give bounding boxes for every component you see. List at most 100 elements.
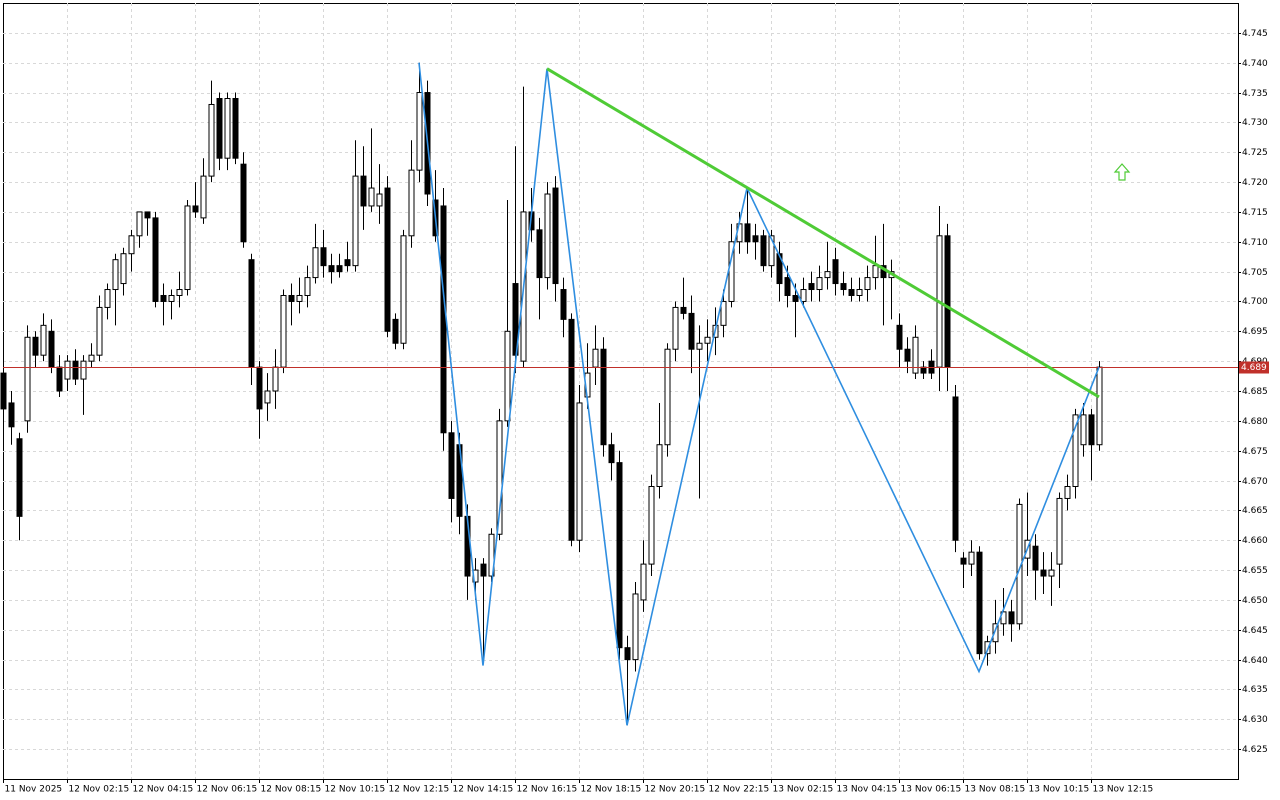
candle-body-down [616,462,623,649]
candle-body-down [760,235,767,267]
candle-body-up [296,294,303,302]
y-tick-label: 4.635 [1242,685,1268,695]
candle-body-down [480,563,487,577]
y-tick-label: 4.655 [1242,566,1268,576]
candle-body-down [320,247,327,267]
candle-body-down [832,259,839,285]
candle-body-up [200,175,207,219]
candle-body-down [192,205,199,213]
candle-body-down [288,294,295,302]
candle-body-up [224,98,231,159]
candle-body-down [248,259,255,368]
candle-body-up [1096,366,1103,446]
candle-body-up [112,259,119,291]
candle-body-up [768,235,775,267]
candle-body-up [184,205,191,291]
candle-body-up [648,486,655,565]
candle-body-up [264,390,271,404]
candle-body-down [848,289,855,296]
x-tick-label: 12 Nov 02:15 [69,785,130,795]
candle-body-up [208,103,215,177]
candle-body-up [400,235,407,344]
candle-body-down [808,283,815,291]
x-tick-label: 13 Nov 12:15 [1093,785,1154,795]
candle-body-up [592,348,599,368]
candle-body-down [144,211,151,219]
candle-body-down [232,98,239,159]
y-tick-label: 4.695 [1242,327,1268,337]
y-tick-label: 4.730 [1242,118,1268,128]
y-tick-label: 4.675 [1242,447,1268,457]
candle-body-down [440,205,447,434]
candle-body-down [160,294,167,302]
y-tick-label: 4.645 [1242,626,1268,636]
x-tick-label: 12 Nov 16:15 [517,785,578,795]
candle-body-up [24,336,31,422]
x-tick-label: 11 Nov 2025 [5,785,63,795]
candle-body-down [448,432,455,499]
candle-body-up [120,253,127,285]
candle-body-up [816,277,823,291]
x-tick-label: 13 Nov 02:15 [773,785,834,795]
candle-body-down [216,98,223,159]
candle-body-up [984,641,991,655]
zigzag-line [418,62,1100,726]
y-tick-label: 4.705 [1242,268,1268,278]
candle-body-up [272,366,279,392]
candle-body-down [560,289,567,320]
candle-body-down [840,283,847,291]
candle-body-up [664,348,671,446]
x-tick-label: 13 Nov 06:15 [901,785,962,795]
candle-body-up [1048,569,1055,577]
candle-body-up [88,354,95,362]
candle-body-down [72,360,79,380]
candle-body-up [80,360,87,380]
candle-body-up [176,289,183,296]
candle-body-down [744,223,751,243]
y-tick-label: 4.735 [1242,89,1268,99]
x-tick-label: 12 Nov 14:15 [453,785,514,795]
y-tick-label: 4.720 [1242,178,1268,188]
candle-body-up [656,444,663,488]
candle-body-down [944,235,951,368]
y-tick-label: 4.630 [1242,715,1268,725]
candle-body-up [368,187,375,207]
candle-body-up [104,289,111,308]
candle-body-down [256,366,263,410]
candle-body-up [496,420,503,535]
last-price-label: 4.689 [1241,363,1267,373]
candle-body-down [680,306,687,314]
x-tick-label: 12 Nov 20:15 [645,785,706,795]
candle-body-up [352,175,359,267]
candle-body-up [1064,486,1071,499]
x-tick-label: 12 Nov 06:15 [197,785,258,795]
candle-body-down [568,318,575,541]
candle-body-down [624,647,631,661]
candle-body-down [792,294,799,302]
candle-body-down [608,444,615,464]
x-tick-label: 12 Nov 12:15 [389,785,450,795]
x-tick-label: 13 Nov 10:15 [1029,785,1090,795]
y-tick-label: 4.740 [1242,59,1268,69]
candle-body-up [1080,414,1087,446]
candle-body-up [1056,497,1063,565]
x-tick-label: 12 Nov 22:15 [709,785,770,795]
candle-body-up [968,551,975,565]
y-tick-label: 4.660 [1242,536,1268,546]
candle-body-down [32,336,39,356]
candle-body-down [776,253,783,285]
candle-body-up [544,193,551,279]
candle-body-down [688,312,695,350]
y-tick-label: 4.665 [1242,506,1268,516]
candle-body-down [600,348,607,446]
y-tick-label: 4.670 [1242,477,1268,487]
candle-body-up [640,563,647,601]
candle-body-down [1032,545,1039,571]
candle-body-down [336,265,343,273]
candle-body-up [96,306,103,356]
candle-body-down [152,217,159,302]
y-tick-label: 4.715 [1242,208,1268,218]
candle-body-up [864,277,871,291]
candle-body-up [64,360,71,380]
candle-body-down [1040,569,1047,577]
